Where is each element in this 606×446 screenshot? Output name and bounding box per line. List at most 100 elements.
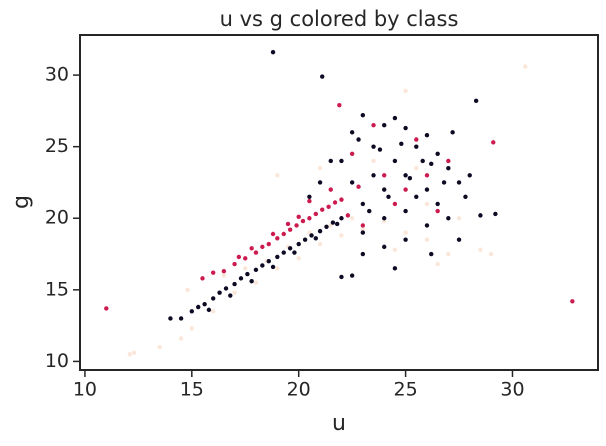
point bbox=[253, 280, 259, 285]
point bbox=[414, 165, 419, 171]
point bbox=[189, 326, 195, 331]
point bbox=[223, 286, 229, 291]
point bbox=[313, 236, 319, 241]
point bbox=[253, 250, 259, 255]
point bbox=[275, 254, 280, 260]
point bbox=[403, 125, 408, 131]
point bbox=[371, 173, 376, 178]
point bbox=[403, 88, 408, 94]
point bbox=[202, 301, 207, 307]
point bbox=[238, 276, 244, 281]
point bbox=[493, 211, 498, 217]
point bbox=[339, 233, 344, 238]
point bbox=[570, 299, 575, 304]
point bbox=[217, 290, 222, 295]
point bbox=[324, 224, 329, 230]
y-axis-label: g bbox=[9, 195, 34, 209]
point bbox=[478, 247, 483, 252]
point bbox=[360, 223, 366, 228]
point bbox=[185, 287, 190, 293]
point bbox=[281, 250, 286, 255]
point bbox=[168, 316, 173, 321]
y-tick-label: 25 bbox=[45, 135, 69, 157]
point bbox=[403, 208, 408, 214]
point bbox=[349, 273, 355, 278]
point bbox=[339, 158, 344, 164]
point bbox=[403, 237, 408, 242]
point bbox=[435, 261, 440, 267]
point bbox=[356, 184, 361, 189]
point bbox=[236, 254, 242, 260]
point bbox=[392, 158, 398, 164]
point bbox=[349, 130, 355, 135]
point bbox=[243, 266, 248, 271]
point bbox=[367, 208, 372, 214]
point bbox=[210, 309, 216, 314]
point bbox=[463, 194, 468, 199]
point bbox=[424, 133, 430, 138]
point bbox=[420, 158, 425, 164]
point bbox=[249, 279, 254, 284]
point bbox=[296, 241, 301, 247]
plot-frame bbox=[79, 34, 599, 371]
point bbox=[377, 147, 383, 152]
point bbox=[382, 187, 387, 192]
point bbox=[294, 223, 299, 228]
point bbox=[260, 244, 265, 250]
point bbox=[232, 281, 237, 287]
point bbox=[275, 266, 280, 271]
point bbox=[232, 261, 237, 267]
point bbox=[371, 144, 376, 149]
point bbox=[399, 141, 404, 147]
point bbox=[339, 197, 344, 202]
y-tick-label: 30 bbox=[45, 64, 69, 86]
point bbox=[317, 165, 323, 171]
point bbox=[339, 216, 344, 221]
point bbox=[491, 140, 496, 145]
point bbox=[210, 270, 216, 275]
x-tick-label: 15 bbox=[180, 379, 204, 401]
point bbox=[221, 273, 227, 278]
point bbox=[196, 304, 201, 310]
point bbox=[189, 309, 195, 314]
point bbox=[320, 207, 325, 212]
point bbox=[296, 214, 301, 220]
point bbox=[473, 98, 479, 104]
point bbox=[371, 122, 376, 128]
point bbox=[307, 194, 312, 199]
point bbox=[488, 251, 494, 257]
point bbox=[407, 175, 413, 181]
point bbox=[446, 158, 451, 164]
point bbox=[429, 161, 434, 167]
point bbox=[245, 271, 250, 277]
point bbox=[328, 187, 333, 192]
point bbox=[270, 231, 276, 237]
point bbox=[349, 151, 355, 157]
point bbox=[467, 173, 472, 178]
point bbox=[371, 158, 376, 164]
point bbox=[307, 216, 312, 221]
point bbox=[450, 130, 455, 135]
point bbox=[356, 137, 361, 142]
point bbox=[266, 241, 271, 247]
point bbox=[429, 251, 434, 257]
point bbox=[243, 256, 248, 261]
point bbox=[300, 218, 306, 224]
point bbox=[228, 293, 233, 298]
point bbox=[270, 264, 276, 270]
point bbox=[403, 187, 408, 192]
point bbox=[349, 216, 355, 221]
point bbox=[292, 250, 297, 255]
point bbox=[339, 274, 344, 280]
point bbox=[456, 180, 462, 185]
point bbox=[392, 115, 398, 121]
point bbox=[392, 247, 398, 252]
x-tick-label: 25 bbox=[394, 379, 418, 401]
point bbox=[360, 112, 366, 118]
point bbox=[414, 137, 419, 142]
y-tick-label: 20 bbox=[45, 207, 69, 229]
point bbox=[424, 201, 430, 207]
point bbox=[127, 352, 133, 357]
point bbox=[435, 201, 440, 207]
